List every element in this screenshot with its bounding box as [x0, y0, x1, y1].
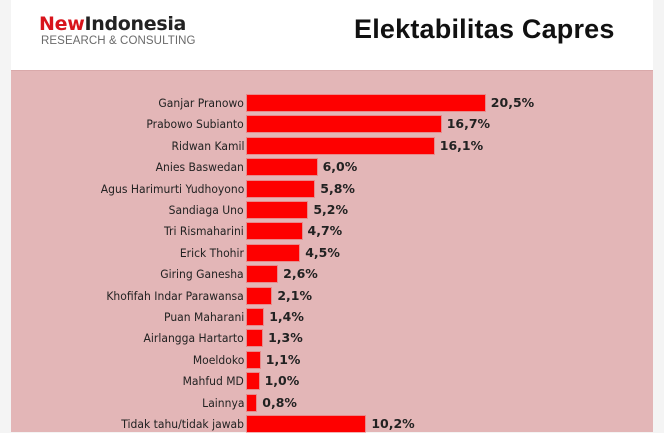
- bar: [247, 351, 260, 368]
- bar-category-label: Moeldoko: [192, 352, 244, 367]
- bar-category-label: Tidak tahu/tidak jawab: [121, 417, 244, 431]
- bar-value-label: 4,7%: [307, 223, 343, 239]
- bar-category-label: Anies Baswedan: [155, 160, 244, 175]
- bar-row: Anies Baswedan 6,0%: [11, 158, 653, 176]
- bar-value-label: 6,0%: [322, 159, 358, 175]
- bar-category-label: Lainnya: [201, 395, 244, 410]
- bar-row: Sandiaga Uno 5,2%: [11, 201, 653, 219]
- bar-row: Erick Thohir 4,5%: [11, 244, 653, 262]
- bar-category-label: Prabowo Subianto: [146, 117, 244, 132]
- logo-brand-indonesia: Indonesia: [84, 13, 187, 35]
- bar: [247, 116, 441, 133]
- bar: [247, 416, 366, 432]
- bar-row: Moeldoko 1,1%: [11, 351, 653, 369]
- bar: [247, 202, 308, 218]
- bar: [247, 95, 485, 111]
- bar-category-label: Airlangga Hartarto: [143, 331, 244, 346]
- bar-row: Ganjar Pranowo 20,5%: [11, 94, 653, 112]
- bar-value-label: 2,6%: [283, 266, 318, 282]
- bar: [247, 309, 264, 325]
- bar: [247, 159, 317, 176]
- bar-value-label: 10,2%: [371, 416, 415, 431]
- bar-value-label: 4,5%: [305, 244, 340, 260]
- bar-value-label: 16,1%: [439, 137, 484, 153]
- logo-brand-new: New: [39, 13, 85, 35]
- logo-tagline: RESEARCH & CONSULTING: [41, 35, 196, 47]
- bar-category-label: Khofifah Indar Parawansa: [106, 288, 244, 303]
- bar: [247, 137, 434, 154]
- slide: NewIndonesia RESEARCH & CONSULTING Elekt…: [11, 0, 653, 432]
- bar: [247, 244, 300, 261]
- bar-value-label: 1,1%: [265, 351, 301, 367]
- bar-chart-panel: Ganjar Pranowo 20,5% Prabowo Subianto 16,7%…: [11, 70, 653, 432]
- bar-row: Giring Ganesha 2,6%: [11, 265, 653, 283]
- bar: [247, 330, 263, 347]
- bar-value-label: 2,1%: [277, 287, 313, 303]
- bar: [247, 287, 272, 304]
- bar-value-label: 1,0%: [264, 373, 300, 389]
- bar: [247, 266, 278, 283]
- bar-value-label: 5,8%: [320, 180, 355, 196]
- bar-category-label: Agus Harimurti Yudhoyono: [100, 181, 244, 196]
- bar-row: Tidak tahu/tidak jawab 10,2%: [11, 415, 653, 433]
- bar-row: Airlangga Hartarto 1,3%: [11, 329, 653, 347]
- bar-row: Khofifah Indar Parawansa 2,1%: [11, 287, 653, 305]
- bar-category-label: Puan Maharani: [163, 310, 244, 324]
- bar-row: Agus Harimurti Yudhoyono 5,8%: [11, 180, 653, 198]
- bar-category-label: Mahfud MD: [182, 374, 244, 389]
- company-logo: NewIndonesia RESEARCH & CONSULTING: [39, 13, 196, 47]
- bar: [247, 180, 315, 197]
- bar-category-label: Erick Thohir: [179, 245, 244, 260]
- logo-wordmark: NewIndonesia: [39, 13, 196, 35]
- bar-row: Lainnya 0,8%: [11, 394, 653, 412]
- bar-row: Prabowo Subianto 16,7%: [11, 115, 653, 133]
- bar-row: Tri Rismaharini 4,7%: [11, 222, 653, 240]
- chart-title: Elektabilitas Capres: [354, 14, 615, 44]
- bar-value-label: 1,3%: [268, 330, 303, 346]
- bar-category-label: Giring Ganesha: [160, 267, 244, 282]
- bar-row: Ridwan Kamil 16,1%: [11, 137, 653, 155]
- bar-row: Mahfud MD 1,0%: [11, 372, 653, 390]
- bar-value-label: 1,4%: [269, 309, 304, 324]
- bar-value-label: 20,5%: [490, 95, 535, 110]
- slide-header: NewIndonesia RESEARCH & CONSULTING Elekt…: [11, 0, 653, 70]
- bar: [247, 394, 257, 411]
- bar-value-label: 0,8%: [262, 394, 297, 410]
- bar: [247, 223, 302, 240]
- bar-value-label: 16,7%: [446, 116, 491, 132]
- bar-value-label: 5,2%: [313, 202, 348, 217]
- bar-row: Puan Maharani 1,4%: [11, 308, 653, 326]
- bar-category-label: Sandiaga Uno: [169, 203, 244, 217]
- bar-category-label: Tri Rismaharini: [164, 224, 244, 239]
- bar-category-label: Ridwan Kamil: [170, 138, 244, 153]
- bar: [247, 373, 259, 390]
- bar-category-label: Ganjar Pranowo: [158, 96, 244, 110]
